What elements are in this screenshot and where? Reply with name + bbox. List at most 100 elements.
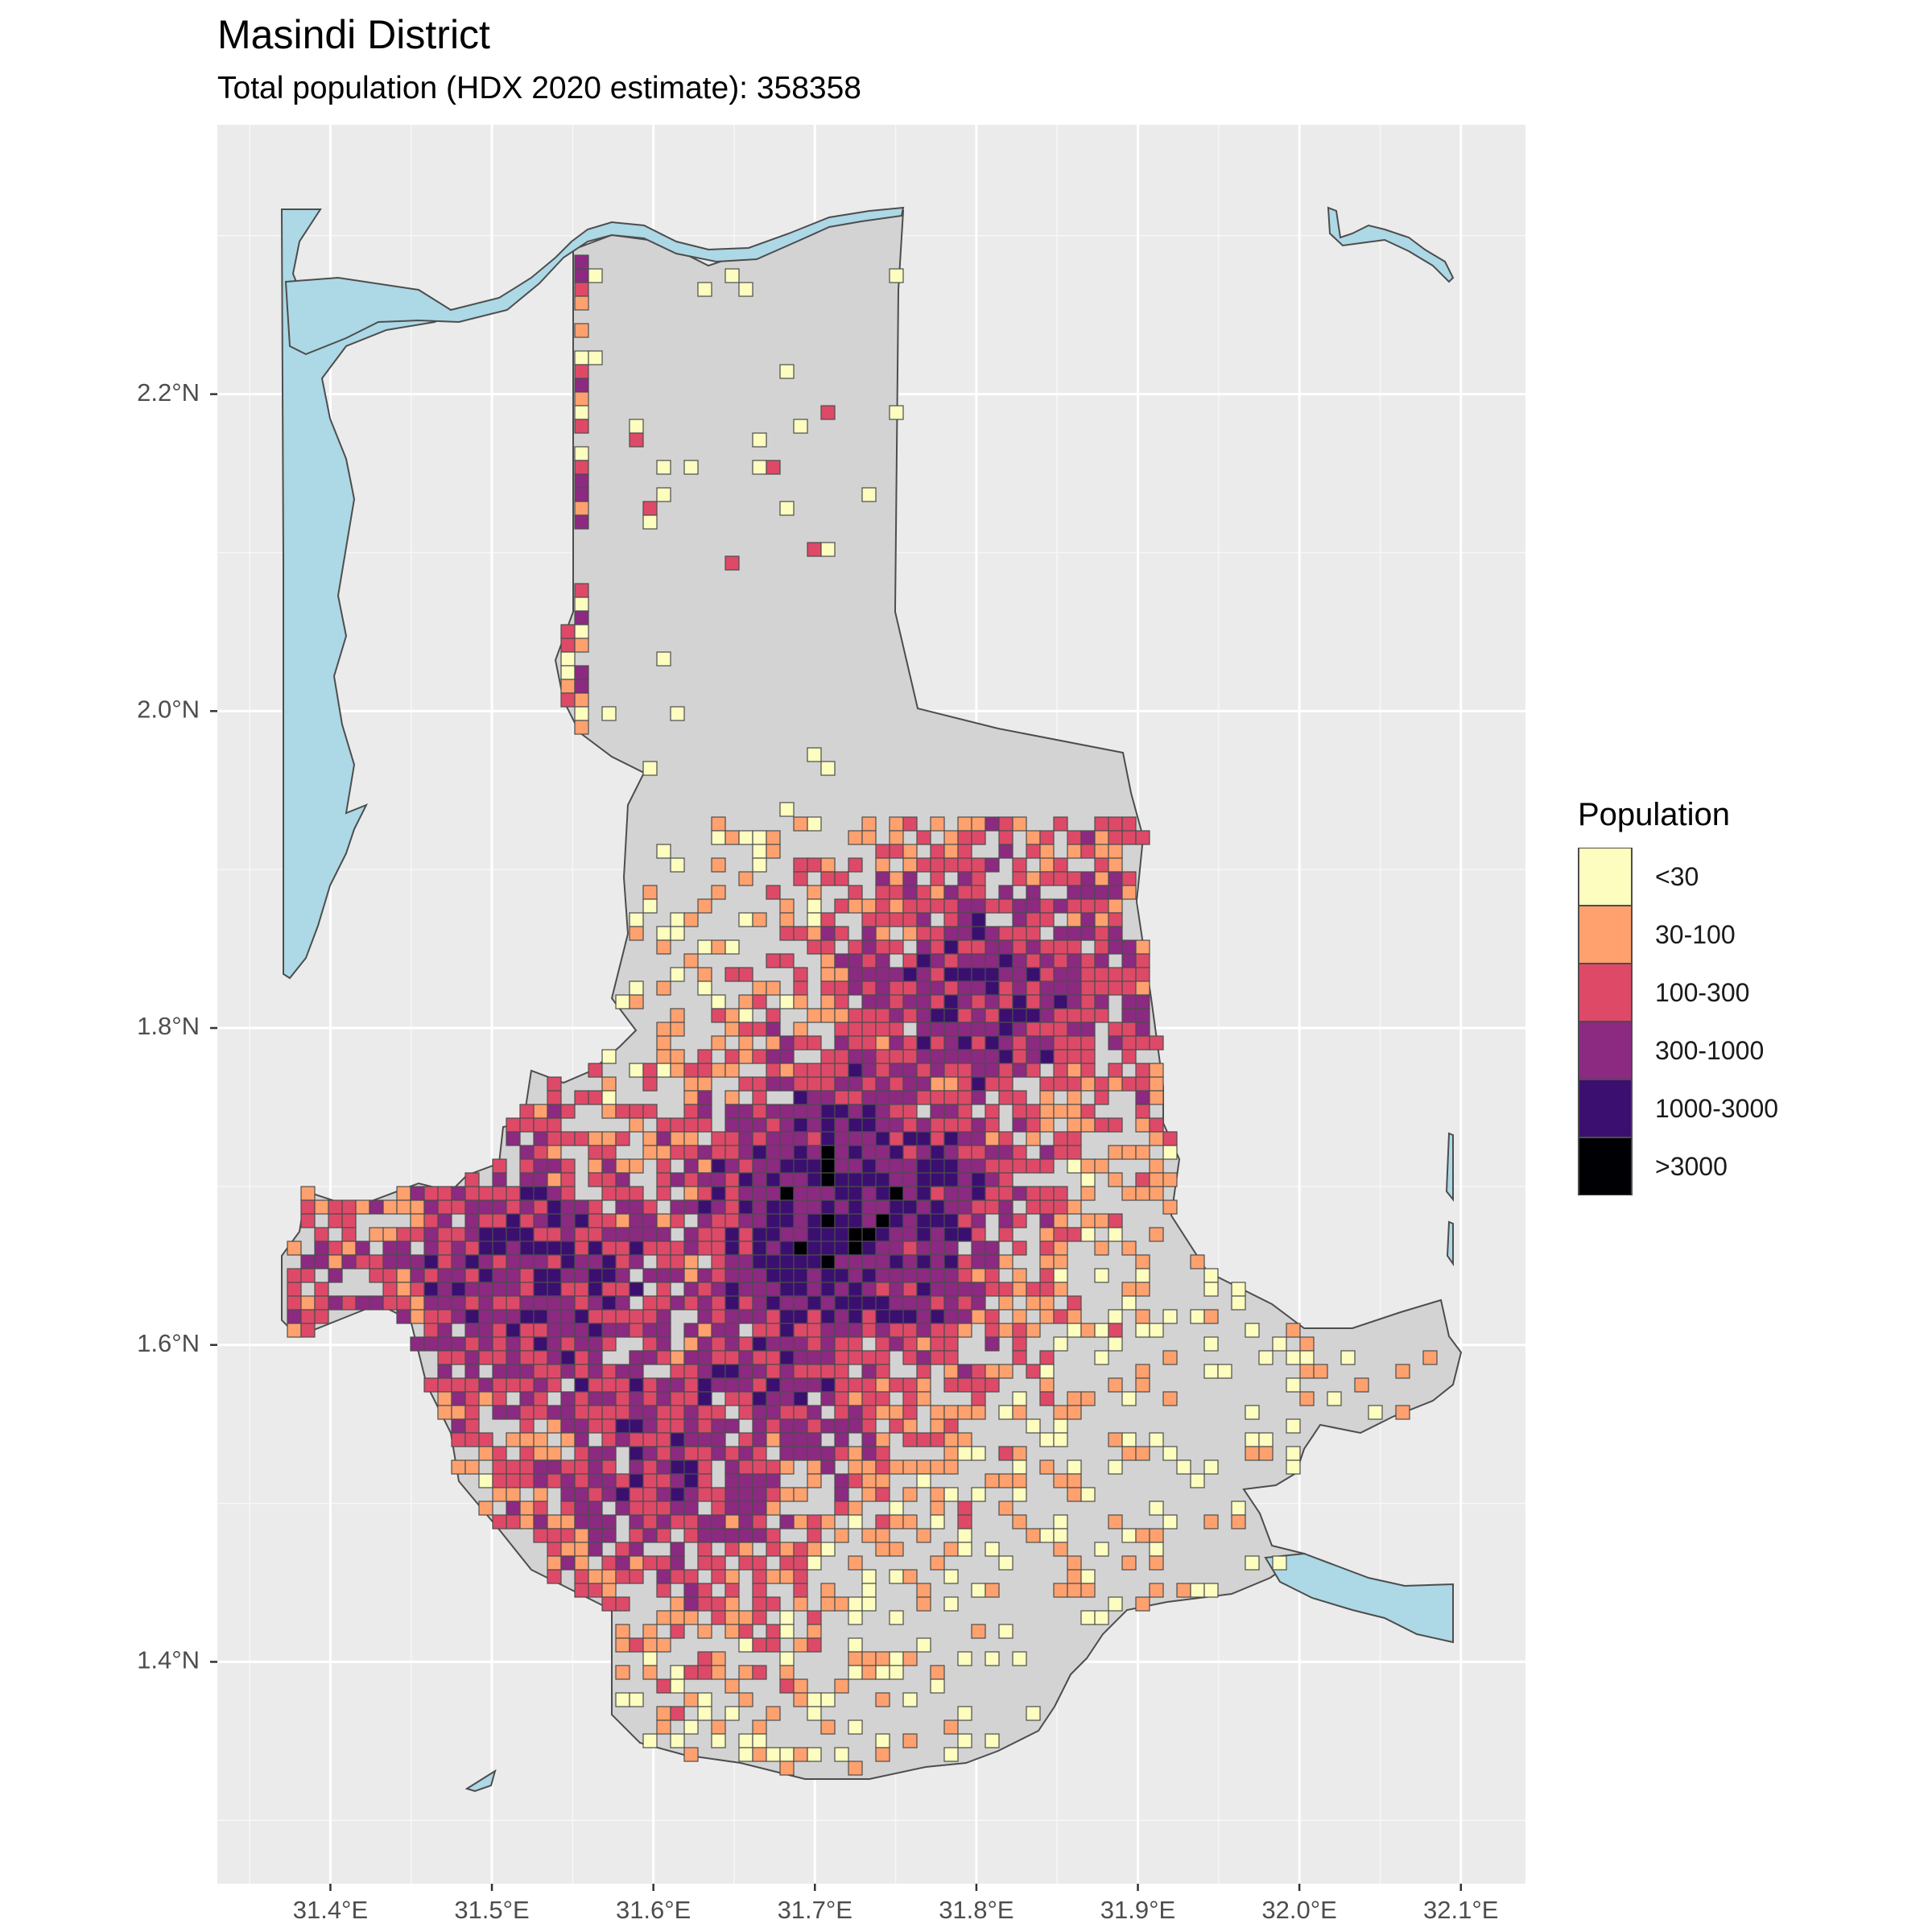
population-cell (902, 1323, 918, 1338)
population-cell (807, 1172, 822, 1187)
population-cell (560, 1391, 576, 1406)
population-cell (588, 1227, 603, 1242)
population-cell (683, 1063, 699, 1078)
population-cell (875, 1377, 890, 1393)
population-cell (807, 1268, 822, 1283)
population-cell (971, 885, 986, 900)
population-cell (711, 816, 726, 832)
population-cell (752, 912, 767, 927)
population-cell (629, 1542, 644, 1557)
population-cell (601, 1090, 617, 1105)
population-cell (451, 1199, 466, 1215)
population-cell (615, 1377, 630, 1393)
population-cell (902, 1692, 918, 1707)
population-cell (1121, 967, 1137, 982)
population-cell (574, 1350, 589, 1365)
population-cell (560, 1104, 576, 1119)
population-cell (533, 1459, 548, 1475)
population-cell (560, 651, 576, 667)
population-cell (902, 1432, 918, 1447)
population-cell (683, 460, 699, 475)
population-cell (711, 1719, 726, 1735)
population-cell (1012, 1063, 1027, 1078)
population-cell (588, 1213, 603, 1228)
population-cell (889, 885, 904, 900)
population-cell (902, 1336, 918, 1352)
population-cell (1217, 1364, 1232, 1379)
population-cell (793, 1487, 808, 1502)
population-cell (875, 1747, 890, 1762)
population-cell (670, 1555, 685, 1571)
population-cell (916, 885, 931, 900)
population-cell (807, 1706, 822, 1721)
population-cell (807, 1145, 822, 1160)
population-cell (560, 1501, 576, 1516)
population-cell (601, 1172, 617, 1187)
population-cell (957, 967, 972, 982)
y-tick-label: 2.2°N (137, 378, 200, 407)
population-cell (793, 1446, 808, 1461)
population-cell (560, 1336, 576, 1352)
population-cell (820, 953, 836, 968)
population-cell (971, 1199, 986, 1215)
population-cell (683, 1473, 699, 1488)
population-cell (697, 1555, 712, 1571)
population-cell (807, 1528, 822, 1543)
population-cell (711, 1213, 726, 1228)
population-cell (683, 1692, 699, 1707)
population-cell (861, 1665, 877, 1680)
population-cell (724, 1596, 740, 1612)
population-cell (711, 1364, 726, 1379)
population-cell (1286, 1377, 1301, 1393)
population-cell (820, 1418, 836, 1434)
population-cell (1012, 1213, 1027, 1228)
population-cell (1053, 926, 1068, 941)
population-cell (985, 1309, 1000, 1324)
population-cell (998, 1076, 1013, 1092)
population-cell (1067, 1117, 1082, 1133)
population-cell (683, 1487, 699, 1502)
population-cell (683, 1391, 699, 1406)
population-cell (820, 1336, 836, 1352)
population-cell (820, 1213, 836, 1228)
population-cell (574, 720, 589, 735)
population-cell (300, 1186, 316, 1201)
population-cell (670, 1706, 685, 1721)
population-cell (902, 1104, 918, 1119)
population-cell (642, 1555, 658, 1571)
population-cell (724, 1254, 740, 1269)
population-cell (820, 1542, 836, 1557)
population-cell (464, 1282, 480, 1297)
population-cell (642, 1295, 658, 1311)
population-cell (615, 1487, 630, 1502)
population-cell (998, 844, 1013, 859)
population-cell (957, 1035, 972, 1051)
population-cell (902, 1063, 918, 1078)
population-cell (724, 1282, 740, 1297)
population-cell (930, 1131, 945, 1146)
population-cell (834, 967, 849, 982)
population-cell (574, 692, 589, 708)
population-cell (1121, 1049, 1137, 1064)
population-cell (807, 1158, 822, 1174)
population-cell (697, 1542, 712, 1557)
population-cell (656, 1446, 671, 1461)
population-cell (615, 1432, 630, 1447)
population-cell (1012, 871, 1027, 886)
population-cell (875, 953, 890, 968)
population-cell (519, 1418, 535, 1434)
population-cell (560, 1158, 576, 1174)
population-cell (478, 1391, 493, 1406)
population-cell (1149, 1323, 1164, 1338)
population-cell (451, 1268, 466, 1283)
population-cell (519, 1432, 535, 1447)
population-cell (670, 926, 685, 941)
population-cell (902, 1268, 918, 1283)
population-cell (437, 1323, 452, 1338)
population-cell (848, 1350, 863, 1365)
population-cell (382, 1227, 398, 1242)
population-cell (861, 1364, 877, 1379)
population-cell (957, 1131, 972, 1146)
population-cell (985, 1199, 1000, 1215)
population-cell (1067, 939, 1082, 955)
